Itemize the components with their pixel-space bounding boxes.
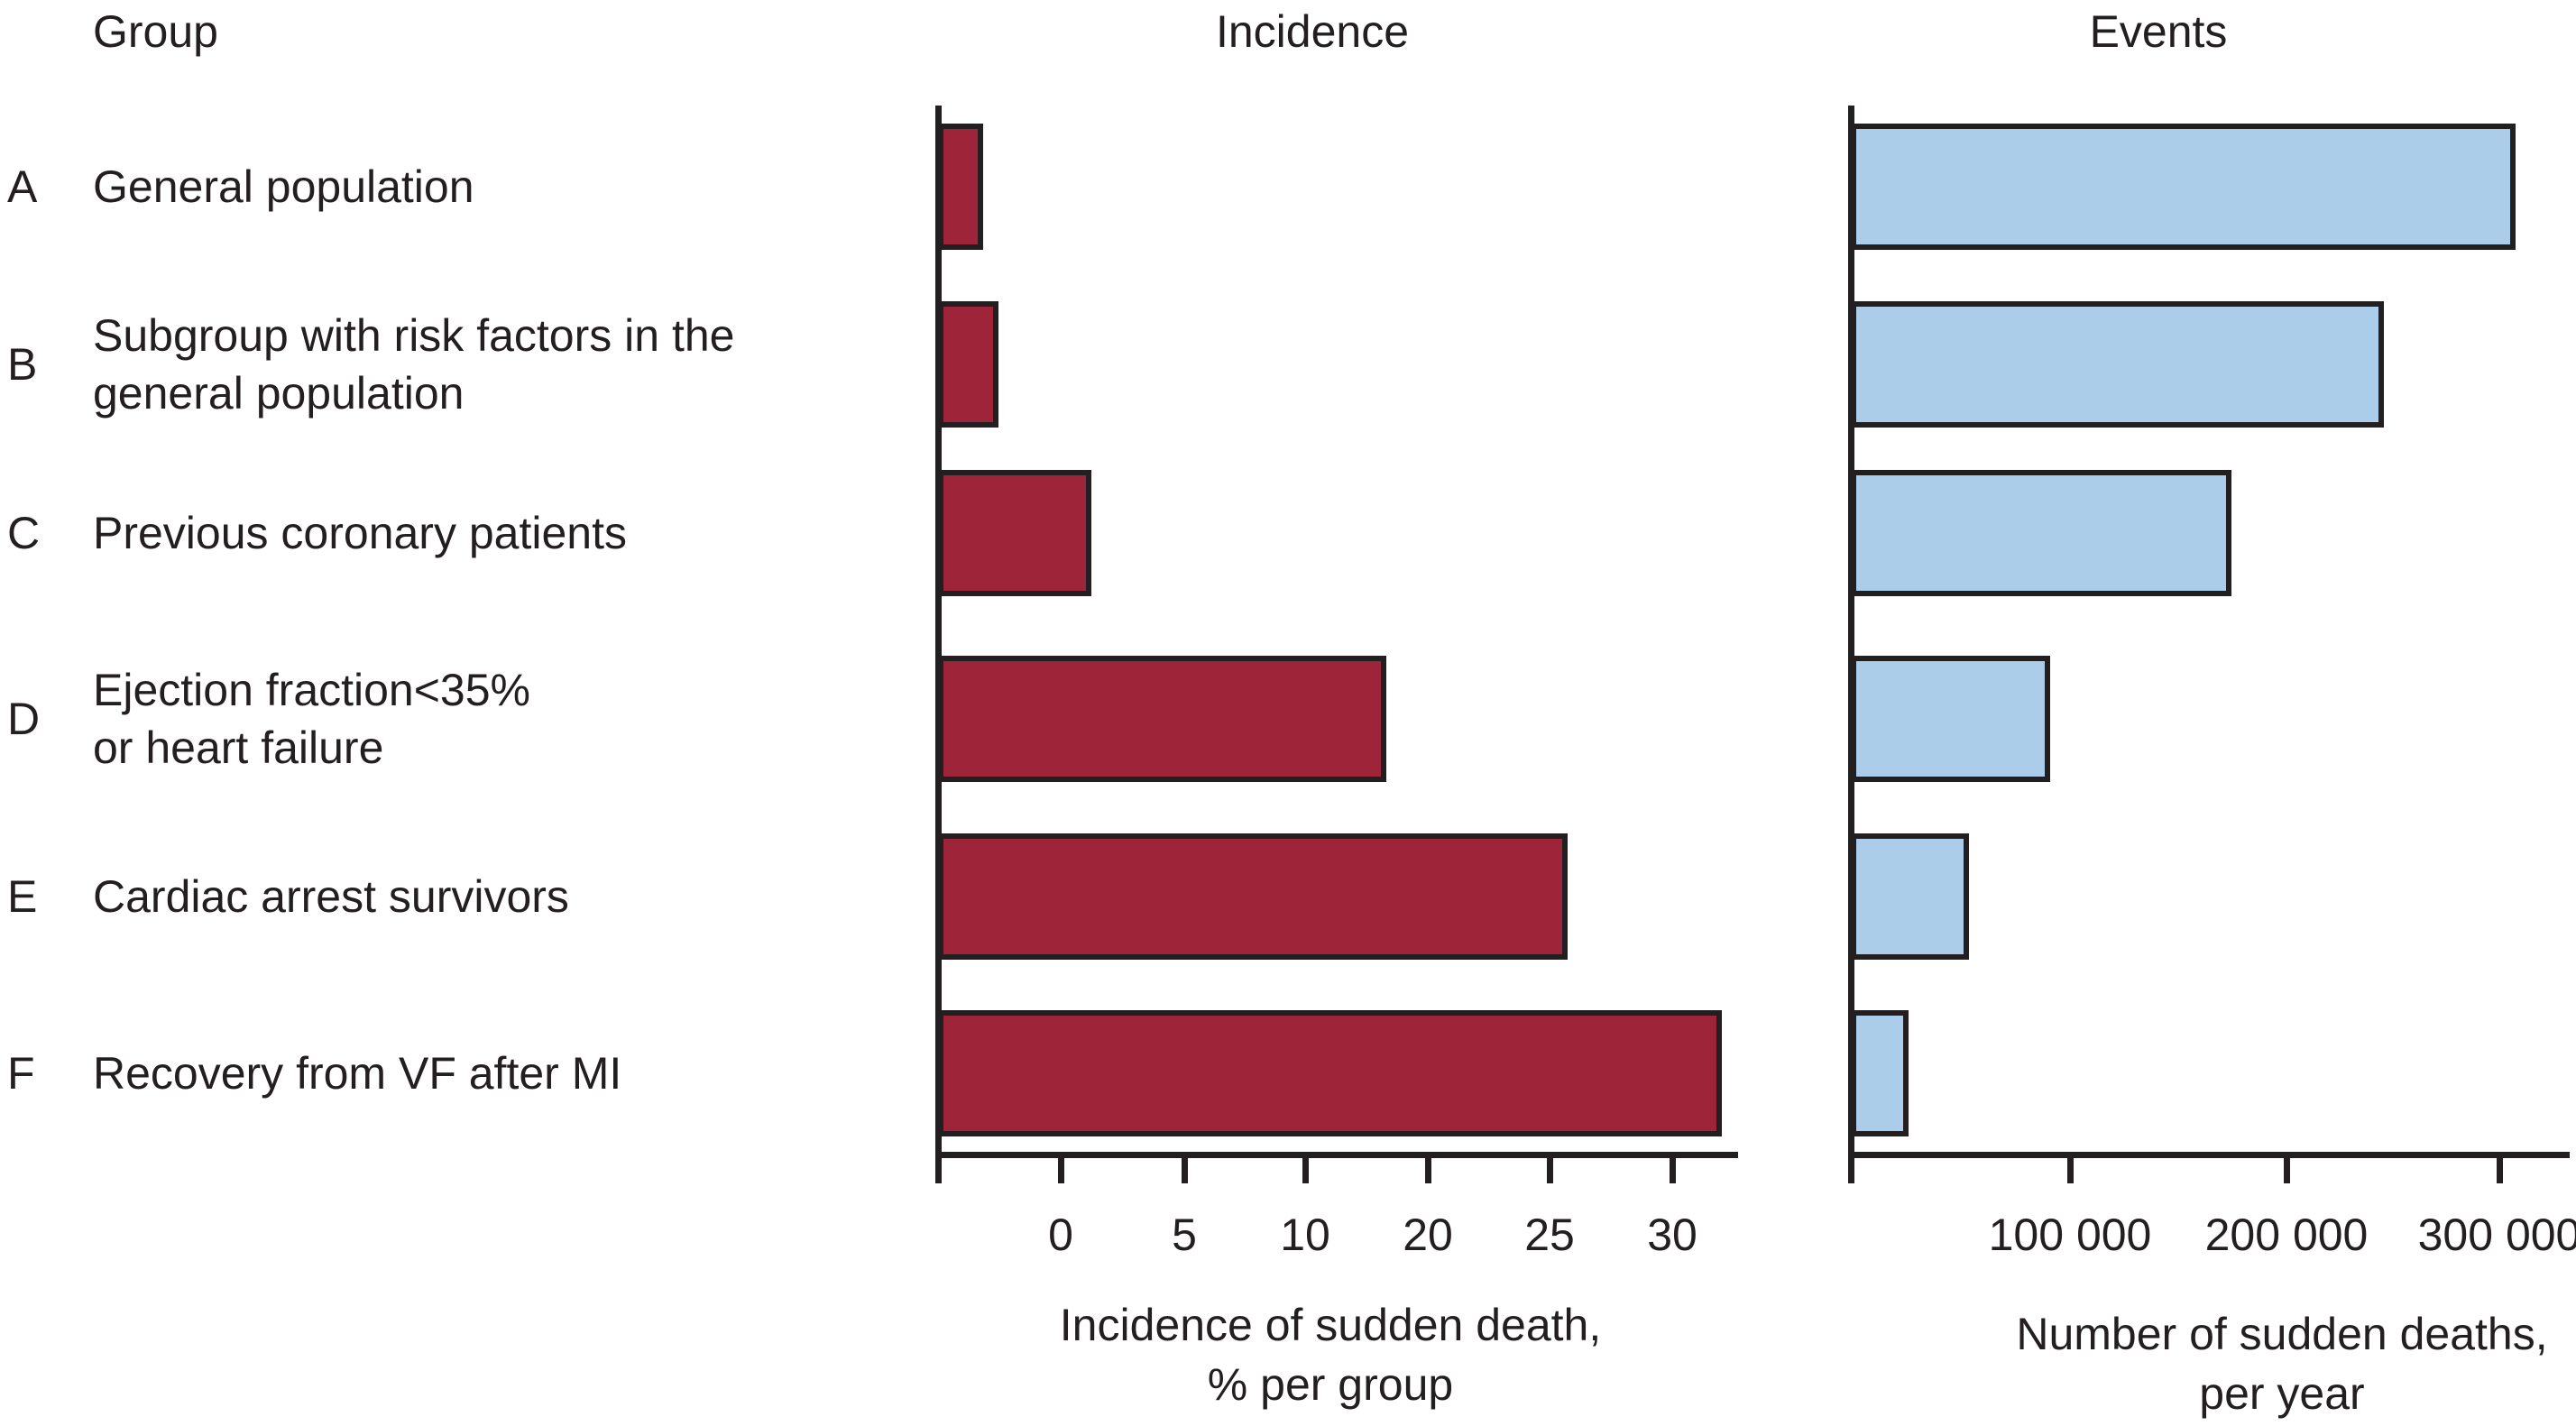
- events-axis-label-line2: per year: [2199, 1368, 2365, 1419]
- group-letter-d: D: [7, 694, 41, 744]
- events-bar-c: [1851, 470, 2231, 596]
- incidence-bar-a: [938, 124, 983, 250]
- incidence-tick-3: [1425, 1152, 1431, 1183]
- incidence-bar-b: [938, 301, 998, 428]
- group-label-f-line1: Recovery from VF after MI: [93, 1048, 622, 1099]
- incidence-axis-label: Incidence of sudden death, % per group: [1060, 1295, 1601, 1414]
- group-label-e: Cardiac arrest survivors: [93, 868, 569, 925]
- events-tick-1: [2284, 1152, 2290, 1183]
- incidence-tick-label-3: 20: [1403, 1210, 1453, 1260]
- group-letter-e: E: [7, 871, 38, 922]
- group-letter-a: A: [7, 161, 38, 212]
- events-chart-title: Events: [2089, 6, 2228, 57]
- incidence-tick-label-1: 5: [1172, 1210, 1197, 1260]
- group-label-b-line1: Subgroup with risk factors in the: [93, 310, 735, 361]
- events-bar-b: [1851, 301, 2384, 428]
- events-y-axis: [1848, 106, 1854, 1183]
- incidence-x-axis: [935, 1152, 1738, 1158]
- events-bar-a: [1851, 124, 2516, 250]
- events-axis-label-line1: Number of sudden deaths,: [2016, 1309, 2548, 1359]
- group-label-d-line2: or heart failure: [93, 722, 384, 773]
- events-tick-0: [2067, 1152, 2074, 1183]
- incidence-tick-5: [1670, 1152, 1676, 1183]
- incidence-bar-c: [938, 470, 1091, 596]
- group-label-a-line1: General population: [93, 161, 474, 212]
- group-label-c: Previous coronary patients: [93, 504, 627, 562]
- incidence-axis-label-line2: % per group: [1207, 1359, 1454, 1410]
- group-label-f: Recovery from VF after MI: [93, 1044, 621, 1102]
- incidence-tick-label-4: 25: [1524, 1210, 1575, 1260]
- group-label-b-line2: general population: [93, 368, 465, 419]
- incidence-bar-e: [938, 833, 1568, 960]
- events-tick-label-0: 100 000: [1988, 1210, 2152, 1260]
- events-tick-label-2: 300 000: [2417, 1210, 2576, 1260]
- group-label-d-line1: Ejection fraction<35%: [93, 665, 531, 715]
- incidence-tick-label-0: 0: [1048, 1210, 1073, 1260]
- incidence-tick-4: [1547, 1152, 1553, 1183]
- incidence-bar-f: [938, 1010, 1722, 1136]
- events-axis-label: Number of sudden deaths, per year: [2016, 1304, 2547, 1423]
- incidence-tick-1: [1182, 1152, 1188, 1183]
- group-letter-c: C: [7, 508, 41, 558]
- incidence-tick-label-2: 10: [1280, 1210, 1330, 1260]
- group-label-a: General population: [93, 158, 474, 216]
- incidence-y-axis: [935, 106, 942, 1183]
- incidence-tick-0: [1058, 1152, 1064, 1183]
- incidence-bar-d: [938, 656, 1386, 782]
- group-letter-b: B: [7, 339, 38, 390]
- events-bar-d: [1851, 656, 2050, 782]
- events-bar-e: [1851, 833, 1969, 960]
- group-label-c-line1: Previous coronary patients: [93, 508, 627, 558]
- group-label-b: Subgroup with risk factors in the general…: [93, 307, 734, 422]
- events-x-axis: [1848, 1152, 2570, 1158]
- incidence-chart-title: Incidence: [1215, 6, 1410, 57]
- group-column-header: Group: [93, 6, 218, 57]
- group-label-d: Ejection fraction<35% or heart failure: [93, 661, 530, 777]
- events-bar-f: [1851, 1010, 1909, 1136]
- incidence-tick-2: [1302, 1152, 1309, 1183]
- group-letter-f: F: [7, 1048, 35, 1099]
- incidence-tick-label-5: 30: [1647, 1210, 1697, 1260]
- events-tick-2: [2497, 1152, 2503, 1183]
- group-label-e-line1: Cardiac arrest survivors: [93, 871, 569, 922]
- incidence-axis-label-line1: Incidence of sudden death,: [1059, 1300, 1602, 1350]
- events-tick-label-1: 200 000: [2204, 1210, 2369, 1260]
